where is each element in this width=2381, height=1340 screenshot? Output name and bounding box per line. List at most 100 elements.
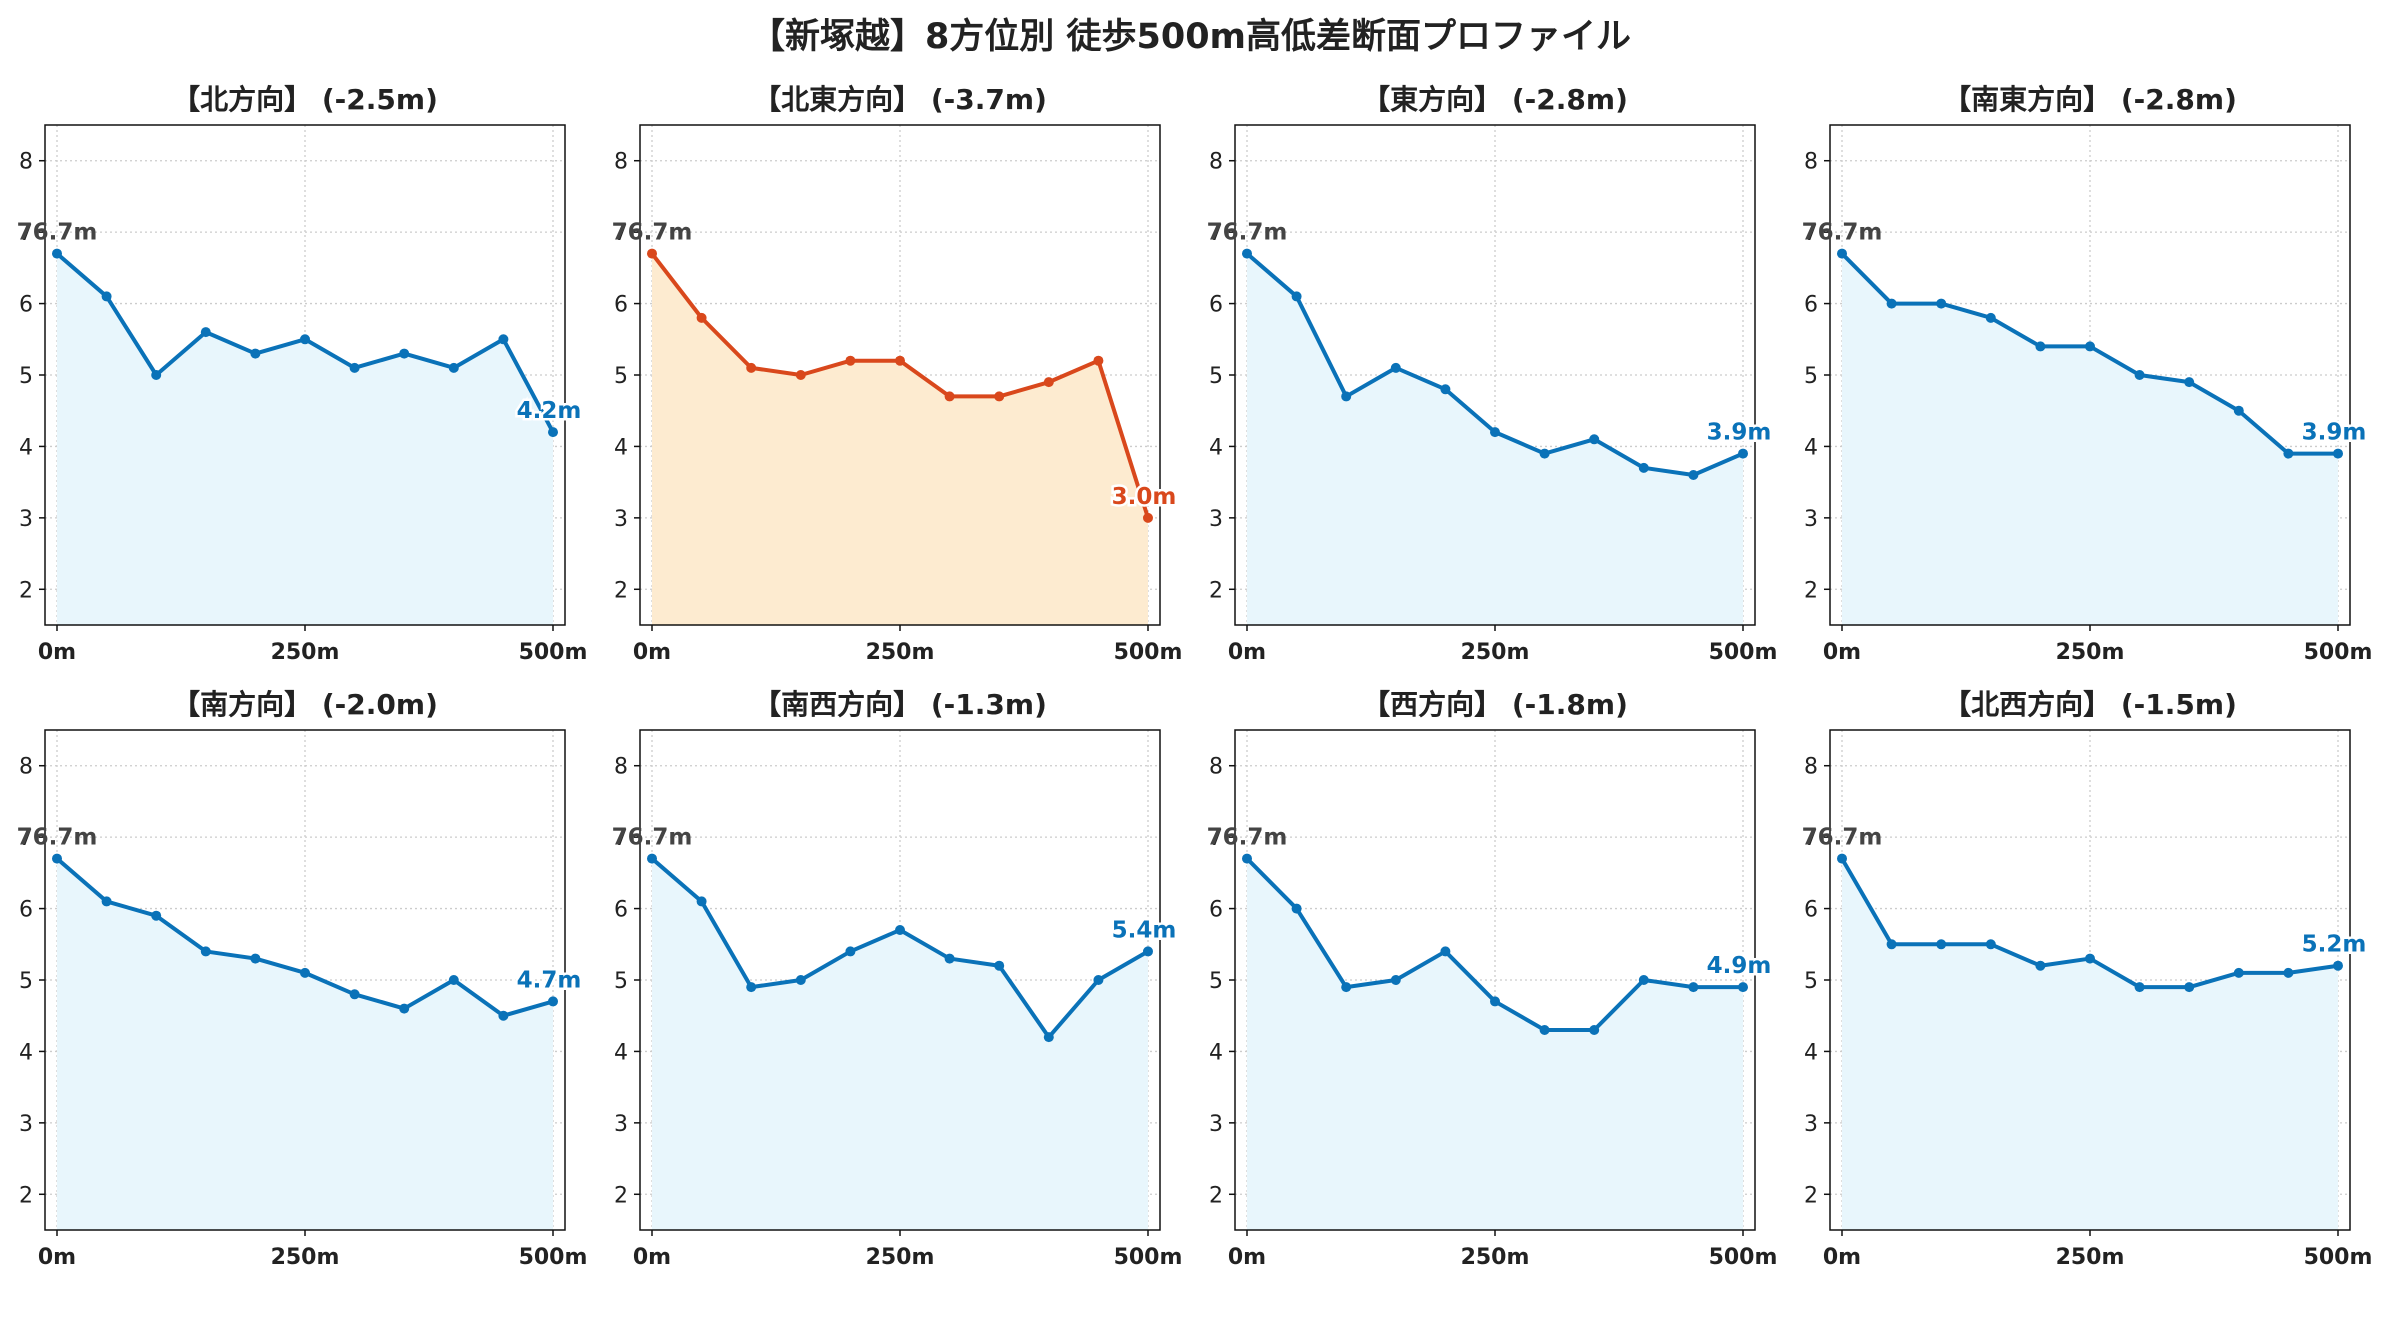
data-point <box>2333 960 2343 971</box>
data-point <box>944 391 955 402</box>
data-point <box>1688 982 1699 993</box>
y-tick-label: 2 <box>614 1183 628 1208</box>
start-elevation-label: 76.7m <box>1207 825 1288 851</box>
data-point <box>151 910 162 921</box>
end-elevation-label: 5.2m <box>2302 932 2367 958</box>
data-point <box>1341 391 1352 402</box>
y-tick-label: 7 <box>1804 826 1818 851</box>
y-tick-label: 5 <box>614 969 628 994</box>
x-tick-label: 0m <box>1823 640 1861 665</box>
data-point <box>548 996 558 1007</box>
y-tick-label: 2 <box>1804 1183 1818 1208</box>
data-point <box>895 355 905 366</box>
y-tick-label: 4 <box>1804 435 1818 460</box>
end-elevation-label: 5.4m <box>1112 917 1177 943</box>
x-tick-label: 0m <box>633 1245 671 1270</box>
x-tick-label: 0m <box>633 640 671 665</box>
y-tick-label: 3 <box>19 1112 33 1137</box>
y-tick-label: 6 <box>1209 898 1223 923</box>
x-tick-label: 250m <box>2056 640 2125 665</box>
y-tick-label: 3 <box>1804 507 1818 532</box>
data-point <box>300 334 310 345</box>
y-tick-label: 5 <box>19 364 33 389</box>
data-point <box>101 291 112 302</box>
start-elevation-label: 76.7m <box>612 825 693 851</box>
y-tick-label: 6 <box>1804 293 1818 318</box>
data-point <box>1936 298 1947 309</box>
y-tick-label: 5 <box>1804 364 1818 389</box>
data-point <box>399 348 410 359</box>
x-tick-label: 500m <box>519 1245 588 1270</box>
y-tick-label: 4 <box>614 1040 628 1065</box>
data-point <box>746 982 757 993</box>
data-point <box>647 853 657 864</box>
x-tick-label: 0m <box>1228 640 1266 665</box>
data-point <box>200 327 211 338</box>
data-point <box>498 1010 509 1021</box>
y-tick-label: 2 <box>1209 578 1223 603</box>
y-tick-label: 3 <box>1209 1112 1223 1137</box>
area-fill <box>1842 858 2338 1230</box>
x-tick-label: 250m <box>1461 1245 1530 1270</box>
data-point <box>1539 448 1550 459</box>
data-point <box>1440 384 1451 395</box>
data-point <box>1143 512 1153 523</box>
start-elevation-label: 76.7m <box>1207 220 1288 246</box>
chart-panel-7: 【西方向】 (-1.8m) 2 3 4 5 6 7 8 0m 250m 500m 76.7m 4.9m <box>1207 688 1778 1270</box>
y-tick-label: 5 <box>614 364 628 389</box>
data-point <box>1886 298 1897 309</box>
x-tick-label: 0m <box>1823 1245 1861 1270</box>
area-fill <box>57 858 553 1230</box>
start-elevation-label: 76.7m <box>17 825 98 851</box>
data-point <box>944 953 955 964</box>
y-tick-label: 2 <box>1804 578 1818 603</box>
y-tick-label: 3 <box>614 507 628 532</box>
data-point <box>200 946 211 957</box>
data-point <box>647 248 657 259</box>
y-tick-label: 8 <box>19 150 33 175</box>
y-tick-label: 5 <box>1804 969 1818 994</box>
data-point <box>1390 362 1401 373</box>
data-point <box>2333 448 2343 459</box>
data-point <box>994 391 1005 402</box>
data-point <box>2035 960 2046 971</box>
data-point <box>399 1003 410 1014</box>
data-point <box>1589 434 1600 445</box>
data-point <box>2085 953 2095 964</box>
y-tick-label: 8 <box>1209 150 1223 175</box>
area-fill <box>652 858 1148 1230</box>
y-tick-label: 4 <box>19 435 33 460</box>
y-tick-label: 4 <box>614 435 628 460</box>
data-point <box>250 953 261 964</box>
x-tick-label: 0m <box>38 1245 76 1270</box>
start-elevation-label: 76.7m <box>17 220 98 246</box>
data-point <box>548 427 558 438</box>
end-elevation-label: 4.2m <box>517 398 582 424</box>
start-elevation-label: 76.7m <box>1802 220 1883 246</box>
chart-panel-3: 【東方向】 (-2.8m) 2 3 4 5 6 7 8 0m 250m 500m 76.7m 3.9m <box>1207 83 1778 665</box>
data-point <box>2233 405 2244 416</box>
y-tick-label: 7 <box>1209 826 1223 851</box>
data-point <box>349 362 360 373</box>
data-point <box>1143 946 1153 957</box>
x-tick-label: 250m <box>271 640 340 665</box>
y-tick-label: 3 <box>1804 1112 1818 1137</box>
data-point <box>2184 982 2195 993</box>
data-point <box>1341 982 1352 993</box>
y-tick-label: 7 <box>1209 221 1223 246</box>
data-point <box>845 946 856 957</box>
x-tick-label: 500m <box>1709 1245 1778 1270</box>
y-tick-label: 8 <box>1804 150 1818 175</box>
panel-title: 【北西方向】 (-1.5m) <box>1943 688 2237 721</box>
end-elevation-label: 3.0m <box>1112 484 1177 510</box>
y-tick-label: 3 <box>1209 507 1223 532</box>
x-tick-label: 250m <box>2056 1245 2125 1270</box>
chart-panel-4: 【南東方向】 (-2.8m) 2 3 4 5 6 7 8 0m 250m 500m 76.7m 3.9m <box>1802 83 2373 665</box>
data-point <box>2283 967 2294 978</box>
y-tick-label: 3 <box>614 1112 628 1137</box>
y-tick-label: 5 <box>19 969 33 994</box>
y-tick-label: 3 <box>19 507 33 532</box>
data-point <box>696 896 707 907</box>
x-tick-label: 500m <box>1114 640 1183 665</box>
